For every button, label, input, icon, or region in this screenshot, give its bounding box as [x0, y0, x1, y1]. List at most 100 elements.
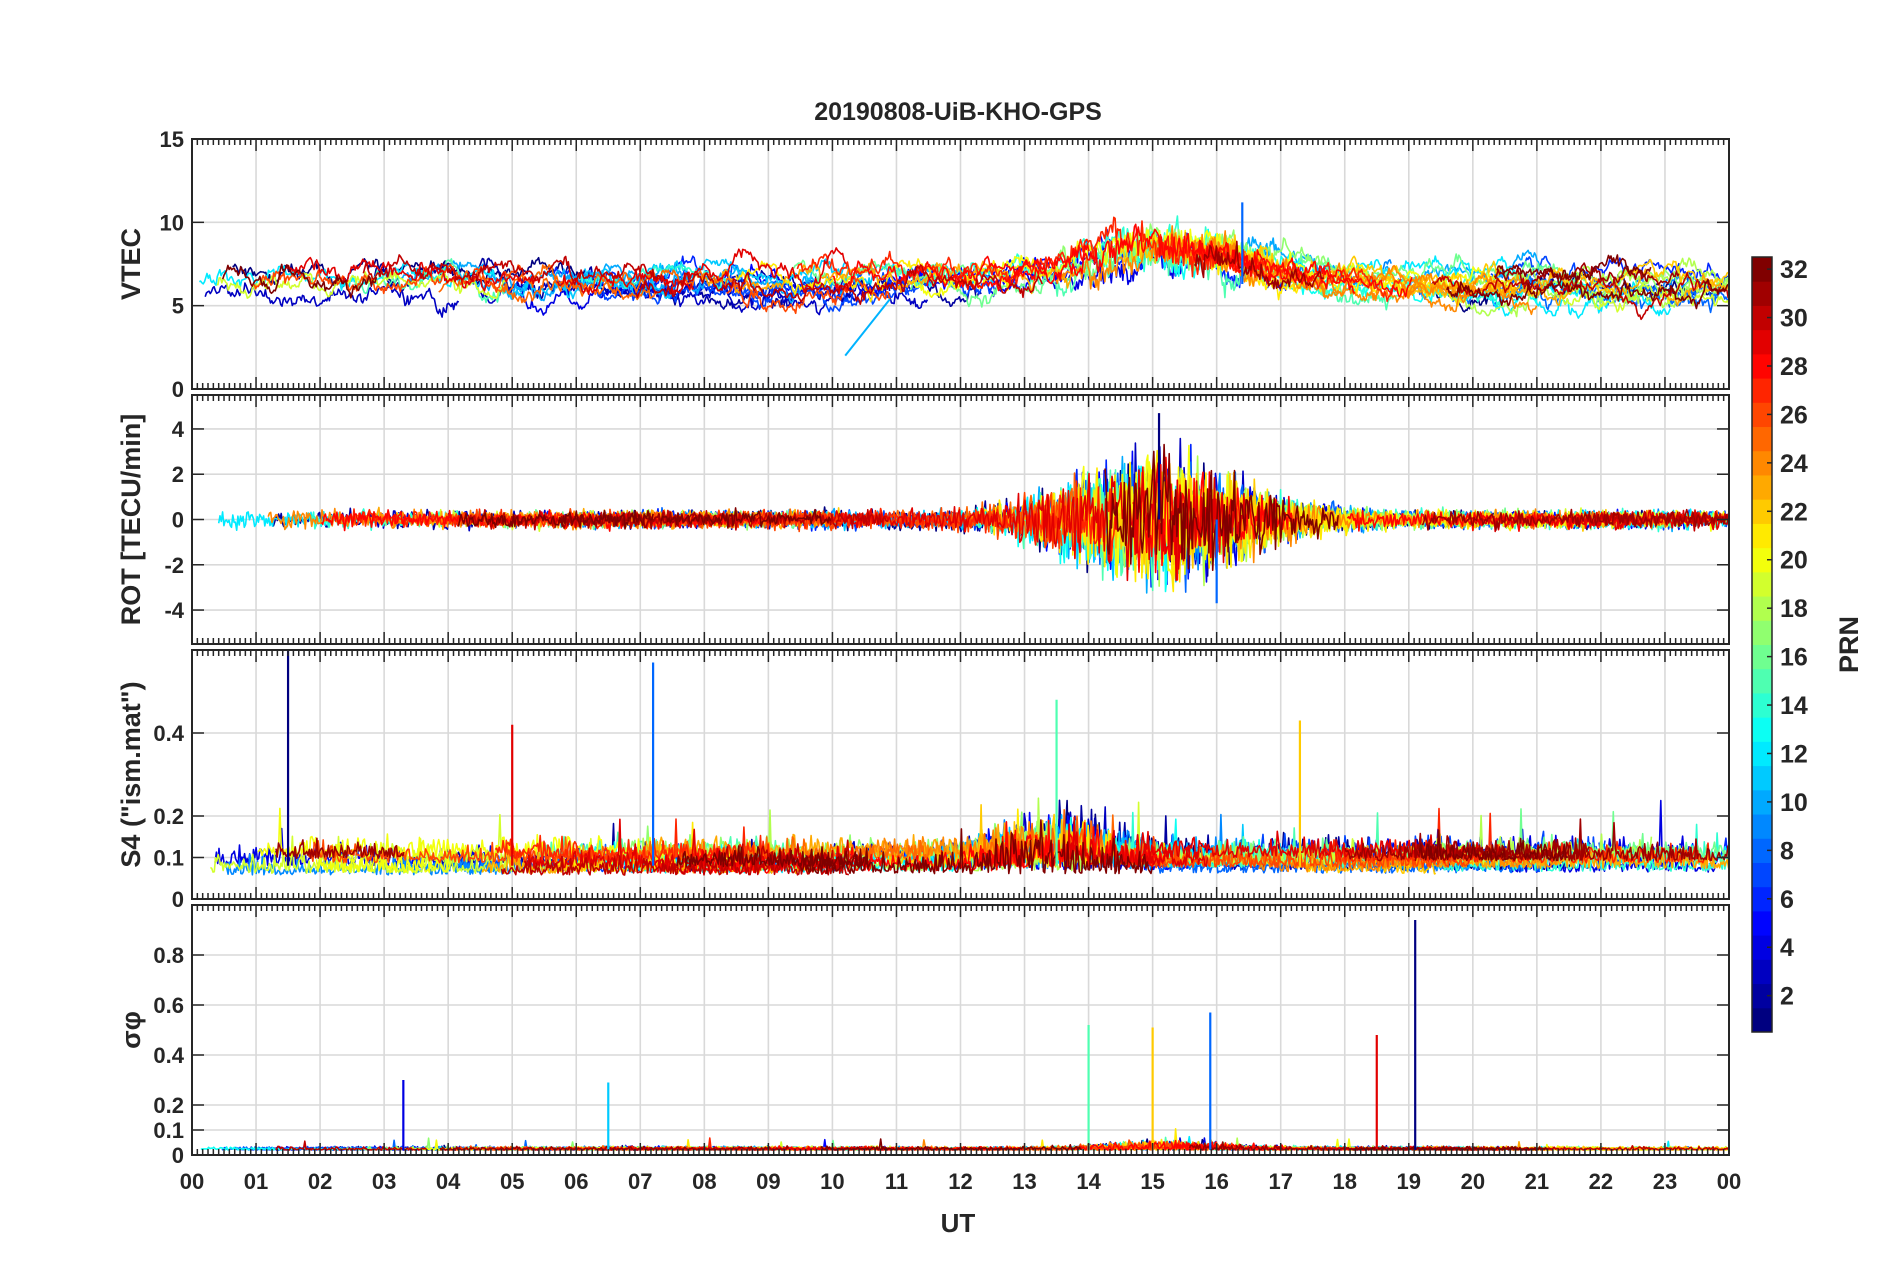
- trace-prn-28: [926, 223, 1356, 295]
- trace-prn-32: [1445, 278, 1729, 310]
- xtick-label-21: 21: [1525, 1169, 1549, 1194]
- xtick-label-10: 10: [820, 1169, 844, 1194]
- colorbar-tick-label-10: 10: [1780, 789, 1808, 817]
- xtick-label-16: 16: [1204, 1169, 1228, 1194]
- xtick-label-24: 00: [1717, 1169, 1741, 1194]
- ytick-label-s4-0: 0: [172, 887, 184, 912]
- colorbar-swatch: [1752, 305, 1772, 331]
- colorbar-swatch: [1752, 281, 1772, 306]
- trace-prn-32: [660, 507, 832, 529]
- colorbar-swatch: [1752, 644, 1772, 670]
- panel-s4: 0 0.1 0.2 0.4 S4 ("ism.mat"): [116, 649, 1730, 912]
- colorbar-swatch: [1752, 668, 1772, 694]
- trace-prn-22: [1213, 234, 1504, 293]
- trace-prn-32: [1496, 254, 1652, 284]
- trace-prn-25: [438, 269, 658, 304]
- xtick-label-3: 03: [372, 1169, 396, 1194]
- trace-prn-11: [501, 268, 684, 300]
- xtick-label-20: 20: [1461, 1169, 1485, 1194]
- trace-prn-32: [676, 845, 868, 868]
- xtick-label-19: 19: [1397, 1169, 1421, 1194]
- trace-prn-24: [1055, 230, 1475, 304]
- trace-prn-25: [501, 264, 759, 299]
- ytick-label-sigma_phi-2: 0.2: [153, 1093, 184, 1118]
- colorbar-swatch: [1752, 571, 1772, 597]
- xtick-label-15: 15: [1140, 1169, 1164, 1194]
- ytick-label-rot-4: 4: [172, 417, 185, 442]
- trace-prn-18: [1432, 278, 1719, 318]
- colorbar-swatch: [1752, 862, 1772, 888]
- ytick-label-sigma_phi-4: 0.6: [153, 993, 184, 1018]
- ytick-label-sigma_phi-5: 0.8: [153, 943, 184, 968]
- colorbar-tick-label-8: 8: [1780, 837, 1794, 865]
- colorbar-swatch: [1752, 353, 1772, 379]
- trace-prn-3: [204, 282, 460, 318]
- colorbar-tick-label-18: 18: [1780, 595, 1808, 623]
- ytick-label-rot-2: 0: [172, 508, 184, 533]
- colorbar-tick-label-6: 6: [1780, 886, 1794, 914]
- colorbar-swatch: [1752, 596, 1772, 621]
- xtick-label-6: 06: [564, 1169, 588, 1194]
- trace-prn-27: [1148, 233, 1402, 303]
- colorbar-swatch: [1752, 935, 1772, 960]
- ylabel-s4: S4 ("ism.mat"): [116, 681, 146, 867]
- colorbar-swatch: [1752, 499, 1772, 524]
- chart-title: 20190808-UiB-KHO-GPS: [814, 98, 1102, 126]
- xtick-label-0: 00: [180, 1169, 204, 1194]
- colorbar-swatch: [1752, 329, 1772, 355]
- ytick-label-sigma_phi-3: 0.4: [153, 1043, 184, 1068]
- traces-rot: [217, 413, 1729, 604]
- colorbar-tick-label-32: 32: [1780, 256, 1808, 284]
- trace-prn-26: [308, 839, 633, 864]
- xtick-label-18: 18: [1333, 1169, 1357, 1194]
- xtick-label-7: 07: [628, 1169, 652, 1194]
- colorbar-swatch: [1752, 378, 1772, 403]
- xtick-label-14: 14: [1076, 1169, 1101, 1194]
- ylabel-vtec: VTEC: [116, 228, 146, 300]
- trace-prn-31: [275, 837, 405, 860]
- trace-prn-30: [635, 264, 1043, 306]
- ytick-label-sigma_phi-0: 0: [172, 1143, 184, 1168]
- panel-sigma_phi: 00.10.2 0.4 0.6 0.8 σφ: [116, 904, 1730, 1168]
- colorbar-tick-label-16: 16: [1780, 644, 1808, 672]
- colorbar-swatch: [1752, 620, 1772, 645]
- trace-prn-32: [1104, 443, 1339, 572]
- xtick-label-8: 08: [692, 1169, 716, 1194]
- colorbar-swatch: [1752, 814, 1772, 839]
- ytick-label-vtec-3: 15: [160, 127, 184, 152]
- trace-prn-31: [1413, 818, 1591, 861]
- trace-prn-29: [1067, 816, 1209, 868]
- colorbar-tick-label-2: 2: [1780, 983, 1794, 1011]
- xtick-label-4: 04: [436, 1169, 461, 1194]
- colorbar-tick-label-12: 12: [1780, 740, 1808, 768]
- ytick-label-vtec-0: 0: [172, 377, 184, 402]
- xtick-label-5: 05: [500, 1169, 524, 1194]
- x-axis-label: UT: [941, 1208, 976, 1238]
- colorbar-label: PRN: [1834, 616, 1864, 673]
- xtick-label-2: 02: [308, 1169, 332, 1194]
- xtick-label-12: 12: [948, 1169, 972, 1194]
- xtick-label-9: 09: [756, 1169, 780, 1194]
- trace-prn-32: [1418, 829, 1569, 862]
- panel-rot: -4 -2 0 2 4 ROT [TECU/min]: [116, 394, 1730, 645]
- trace-prn-31: [1421, 508, 1729, 532]
- colorbar-tick-label-28: 28: [1780, 353, 1808, 381]
- xtick-label-22: 22: [1589, 1169, 1613, 1194]
- colorbar-swatch: [1752, 1007, 1772, 1033]
- colorbar-swatch: [1752, 402, 1772, 428]
- colorbar-swatch: [1752, 547, 1772, 573]
- ylabel-rot: ROT [TECU/min]: [116, 414, 146, 625]
- colorbar-swatch: [1752, 474, 1772, 500]
- trace-prn-30: [362, 254, 663, 286]
- trace-prn-30: [275, 1140, 428, 1151]
- colorbar-swatch: [1752, 450, 1772, 476]
- colorbar-swatch: [1752, 886, 1772, 912]
- ytick-label-s4-1: 0.1: [153, 846, 184, 871]
- trace-prn-1: [1425, 271, 1723, 313]
- colorbar-swatch: [1752, 257, 1772, 282]
- ytick-label-sigma_phi-1: 0.1: [153, 1118, 184, 1143]
- colorbar-swatch: [1752, 692, 1772, 718]
